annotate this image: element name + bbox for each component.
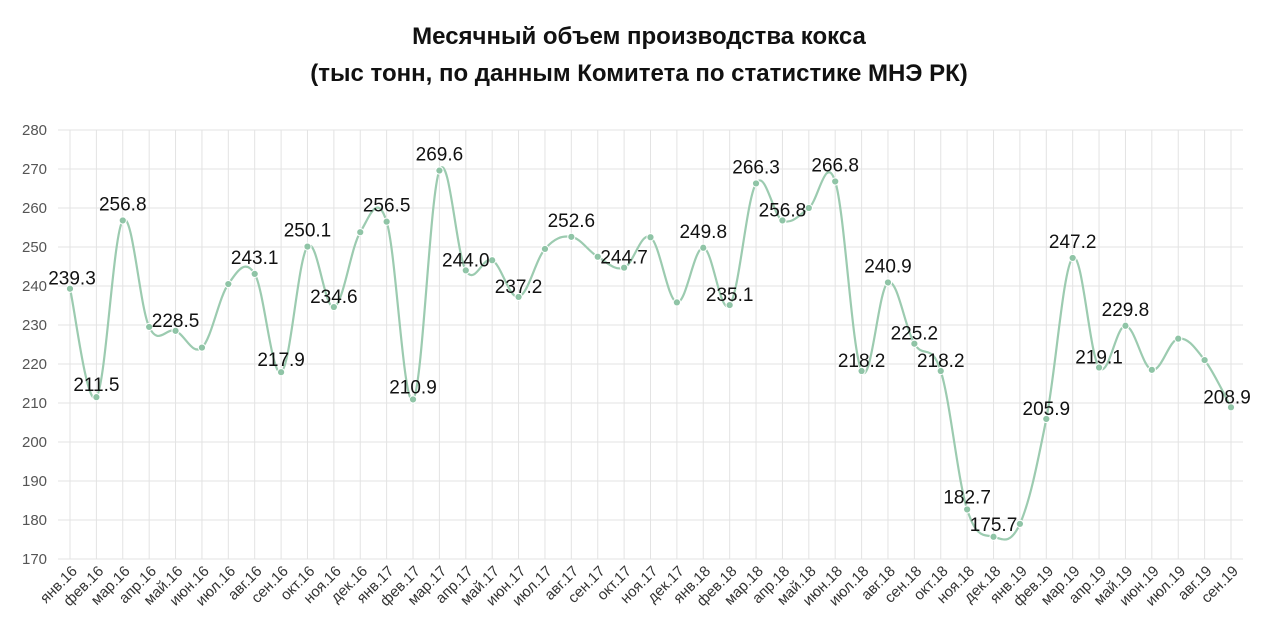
data-point [224,279,233,289]
y-tick-label: 230 [22,317,47,334]
data-label: 211.5 [73,375,119,396]
data-point [883,278,893,287]
data-label: 237.2 [495,277,543,298]
data-point [382,217,391,226]
data-label: 252.6 [548,211,596,232]
data-point [303,242,312,251]
data-point [171,326,180,335]
chart-title-block: Месячный объем производства кокса (тыс т… [0,18,1278,92]
data-point [1121,321,1130,330]
data-label: 269.6 [416,145,464,166]
chart-subtitle: (тыс тонн, по данным Комитета по статист… [310,60,968,87]
data-label: 210.9 [389,377,437,398]
data-label: 175.7 [970,515,1018,536]
data-label: 219.1 [1075,348,1123,369]
data-point [646,233,655,242]
data-point [461,266,470,275]
y-tick-label: 280 [22,122,47,139]
grid-lines [58,129,1243,560]
data-point [1200,356,1209,365]
data-label: 244.0 [442,250,490,271]
y-tick-label: 250 [22,239,47,256]
y-tick-label: 190 [22,473,47,490]
data-point [276,368,286,377]
data-point [1094,363,1104,372]
data-point [620,263,629,272]
data-label: 256.8 [759,200,807,221]
data-point [1174,334,1183,343]
y-tick-label: 180 [22,512,47,529]
data-point [857,366,866,376]
data-point [1015,519,1025,529]
y-axis-ticks: 170 180 190 200 210 220 230 240 250 260 270 280 [22,122,47,568]
data-point [567,232,576,241]
y-tick-label: 240 [22,278,47,295]
data-point [250,269,259,279]
data-point [65,284,75,293]
data-point [435,166,444,175]
data-point [329,302,338,312]
data-label: 235.1 [706,285,754,306]
data-point [92,393,101,402]
data-label: 256.8 [99,194,147,215]
data-label: 205.9 [1023,399,1071,420]
data-point [725,301,734,310]
data-point [910,339,919,348]
data-label: 240.9 [864,256,912,277]
data-label: 250.1 [284,221,332,242]
data-point [145,322,154,332]
data-label: 208.9 [1203,387,1251,408]
data-point [963,505,972,514]
data-point [1042,414,1051,424]
data-point [356,228,365,237]
data-point [751,179,761,188]
data-label: 225.2 [891,324,939,345]
data-point [989,532,998,541]
y-tick-label: 220 [22,356,47,373]
data-label: 218.2 [838,351,886,372]
data-label: 243.1 [231,248,279,269]
data-label: 217.9 [257,350,305,371]
x-axis-ticks: янв.16фев.16мар.16апр.16май.16июн.16июл.… [37,563,1242,610]
data-label: 239.3 [48,269,96,290]
data-point [514,292,523,302]
series-line [68,166,1232,541]
data-point [831,177,840,186]
data-label: 228.5 [152,311,200,332]
data-point [804,203,813,213]
data-point [540,244,550,254]
data-point [1147,365,1156,374]
data-point [593,252,602,261]
y-tick-label: 260 [22,200,47,217]
data-markers [65,166,1236,541]
data-label: 218.2 [917,351,965,372]
data-label: 266.8 [811,155,859,176]
data-point [672,298,681,307]
data-point [936,366,945,376]
data-point [488,256,497,265]
data-point [699,243,708,252]
data-label: 234.6 [310,287,358,308]
y-tick-label: 200 [22,434,47,451]
data-label: 256.5 [363,196,411,217]
y-tick-label: 210 [22,395,47,412]
data-label: 247.2 [1049,232,1097,253]
data-point [1226,403,1236,412]
chart-title: Месячный объем производства кокса [412,23,866,50]
data-label: 244.7 [600,248,648,269]
data-point [1068,253,1077,263]
data-point [118,216,127,225]
data-point [197,343,207,352]
data-labels: 239.3 211.5 256.8 228.5 243.1 217.9 250.1 234.6… [48,145,1251,536]
data-point [778,216,787,225]
data-label: 182.7 [943,487,991,508]
data-point [408,395,418,404]
y-tick-label: 270 [22,161,47,178]
y-tick-label: 170 [22,551,47,568]
data-label: 229.8 [1102,300,1150,321]
data-label: 249.8 [679,222,727,243]
data-label: 266.3 [732,157,780,178]
